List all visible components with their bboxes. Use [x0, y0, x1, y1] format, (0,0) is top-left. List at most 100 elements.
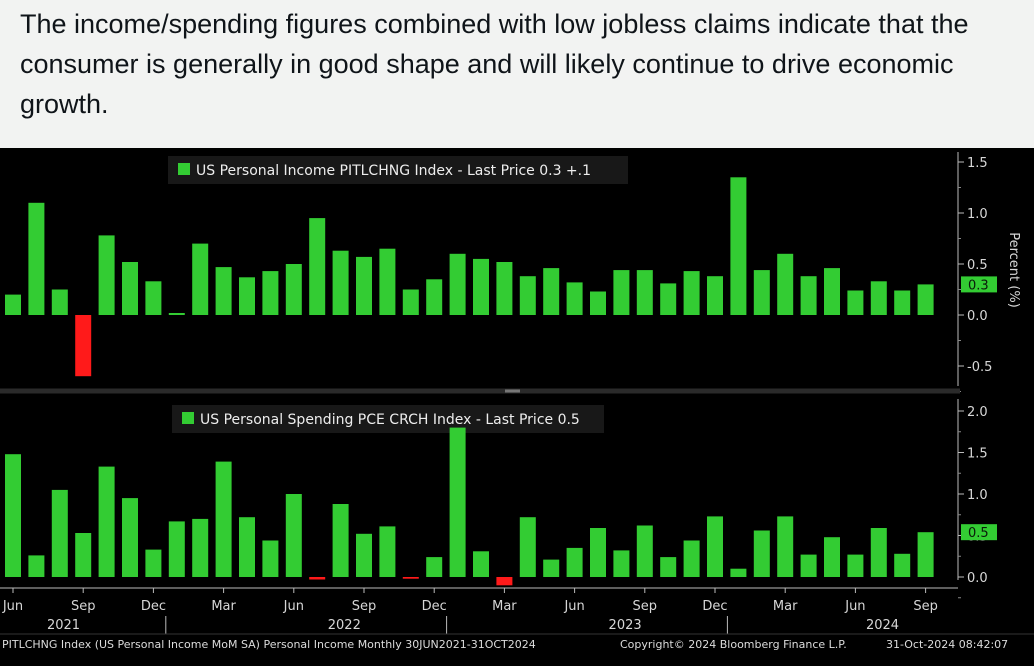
income-bar — [707, 276, 723, 315]
spending-bar — [496, 577, 513, 586]
spending-bar — [590, 528, 606, 577]
income-legend-text: US Personal Income PITLCHNG Index - Last… — [196, 163, 591, 179]
income-bar — [753, 270, 770, 315]
y-tick-label: 0.5 — [967, 258, 988, 273]
income-bar — [192, 243, 209, 315]
income-bar — [145, 281, 162, 315]
income-y-axis: 1.5 1.0 0.5 0.0 -0.5 0.3 — [957, 152, 997, 392]
x-axis: Jun Sep Dec Mar Jun Sep Dec Mar Jun Sep Dec Mar Jun S… — [0, 587, 958, 634]
income-bar — [51, 289, 68, 315]
spending-bar — [613, 550, 630, 577]
income-bar — [543, 268, 560, 315]
x-tick-label: Dec — [141, 599, 166, 614]
spending-bar — [215, 461, 232, 577]
x-tick-label: Dec — [702, 599, 727, 614]
spending-bar — [168, 521, 185, 577]
spending-bar — [543, 559, 560, 577]
spending-bar — [28, 555, 45, 577]
spending-bar — [473, 551, 489, 577]
income-bar — [5, 294, 21, 315]
income-bar — [800, 276, 817, 315]
x-tick-label: Sep — [633, 599, 658, 614]
income-bar — [28, 202, 45, 315]
income-bar — [636, 270, 653, 315]
x-tick-label: Jun — [563, 599, 584, 614]
spending-bar — [145, 549, 162, 577]
spending-bar — [449, 427, 466, 577]
footer-date: 31-Oct-2024 08:42:07 — [886, 638, 1008, 651]
income-bar — [683, 271, 700, 315]
spending-bar — [122, 498, 138, 577]
income-bar — [168, 313, 185, 315]
spending-bar — [847, 554, 864, 577]
spending-bar — [402, 577, 419, 579]
income-bar — [847, 290, 864, 315]
income-bar — [519, 276, 536, 315]
income-bar — [824, 268, 840, 315]
spending-bar — [51, 489, 68, 577]
income-bar — [426, 279, 443, 315]
spending-legend-box — [172, 405, 604, 433]
spending-legend-text: US Personal Spending PCE CRCH Index - La… — [200, 412, 580, 428]
y-tick-label: 1.5 — [967, 447, 988, 462]
income-bar — [215, 267, 232, 315]
last-price-badge — [961, 524, 997, 541]
income-bar — [870, 281, 887, 315]
income-bar — [660, 283, 677, 315]
income-bar — [285, 264, 302, 315]
y-tick-label: 1.0 — [967, 207, 988, 222]
income-bar — [309, 218, 326, 315]
income-bar — [449, 253, 466, 315]
spending-bar — [566, 547, 583, 577]
income-bar — [590, 291, 606, 315]
spending-bar — [894, 553, 911, 577]
y-tick-label: 1.5 — [967, 156, 988, 171]
spending-bar — [426, 557, 443, 577]
y-tick-label: 2.0 — [967, 405, 988, 420]
spending-panel: US Personal Spending PCE CRCH Index - La… — [5, 399, 997, 599]
income-legend-box — [168, 156, 628, 184]
spending-bar — [285, 494, 302, 577]
spending-bar — [192, 518, 209, 577]
x-tick-label: Sep — [352, 599, 377, 614]
spending-bar — [824, 537, 840, 577]
x-year-label: 2024 — [866, 618, 899, 633]
income-bar — [894, 290, 911, 315]
spending-bar — [75, 533, 92, 577]
spending-bar — [309, 577, 326, 580]
income-bars — [5, 177, 934, 377]
y-tick-label: 1.0 — [967, 488, 988, 503]
spending-bar — [519, 517, 536, 577]
post-text: The income/spending figures combined wit… — [20, 9, 969, 119]
x-tick-label: Sep — [913, 599, 938, 614]
spending-bar — [870, 528, 887, 577]
income-bar — [730, 177, 747, 315]
footer-source: PITLCHNG Index (US Personal Income MoM S… — [2, 638, 536, 651]
spending-bar — [707, 516, 723, 577]
income-bar — [75, 315, 92, 377]
spending-bar — [5, 454, 21, 577]
spending-bar — [262, 540, 279, 577]
y-tick-label: 0.0 — [967, 309, 988, 324]
x-tick-label: Jun — [283, 599, 304, 614]
income-bar — [122, 262, 138, 315]
spending-bar — [332, 504, 349, 577]
bloomberg-chart-image: US Personal Income PITLCHNG Index - Last… — [0, 148, 1034, 666]
income-bar — [262, 271, 279, 315]
x-tick-label: Mar — [211, 599, 236, 614]
income-bar — [496, 262, 513, 315]
footer-copyright: Copyright© 2024 Bloomberg Finance L.P. — [620, 638, 847, 651]
chart-canvas: US Personal Income PITLCHNG Index - Last… — [0, 148, 1034, 666]
x-tick-label: Jun — [2, 599, 23, 614]
spending-bar — [753, 530, 770, 577]
income-bar — [332, 250, 349, 315]
income-bar — [379, 248, 396, 315]
last-price-badge-label: 0.5 — [968, 526, 989, 541]
income-bar — [239, 277, 255, 315]
income-legend-swatch — [178, 163, 190, 175]
spending-bar — [636, 525, 653, 577]
x-tick-label: Jun — [844, 599, 865, 614]
spending-bar — [917, 532, 934, 577]
income-bar — [402, 289, 419, 315]
income-y-axis-title: Percent (%) — [1006, 232, 1021, 308]
